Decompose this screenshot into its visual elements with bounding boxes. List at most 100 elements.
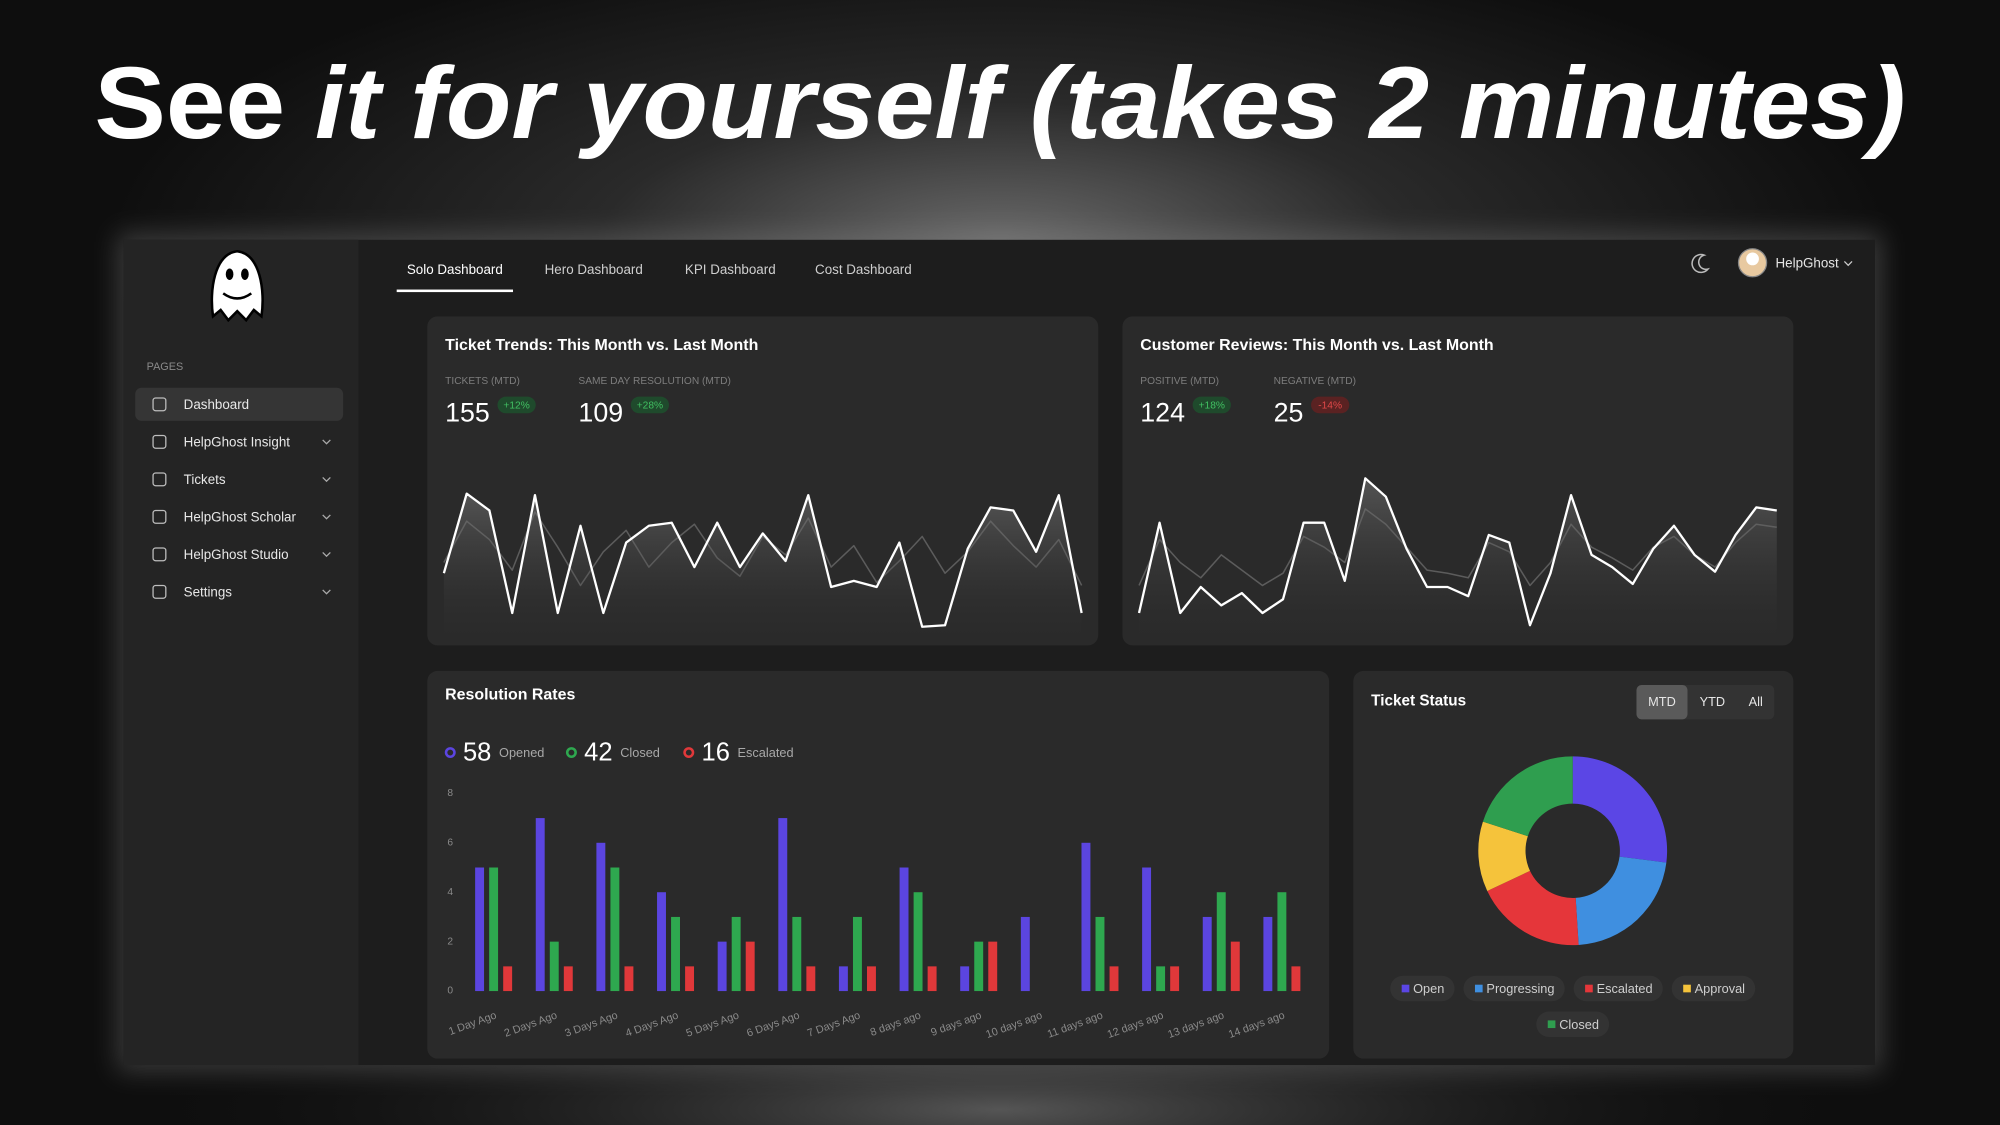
bar — [731, 916, 741, 992]
bar — [1291, 966, 1301, 992]
legend-pill — [1390, 975, 1455, 1002]
tab[interactable]: Hero Dashboard — [545, 262, 643, 277]
legend-marker — [1401, 984, 1410, 993]
filter-button[interactable]: MTD — [1648, 694, 1676, 709]
legend-label: Progressing — [1486, 981, 1554, 996]
bar — [988, 941, 998, 992]
sidebar-icon[interactable] — [152, 584, 167, 599]
tab-underline — [396, 289, 514, 293]
legend-label: Closed — [1559, 1017, 1599, 1032]
sidebar-item[interactable]: Tickets — [184, 472, 226, 487]
logo-eye — [225, 268, 234, 280]
bar — [1020, 916, 1030, 992]
stat-badge — [630, 396, 670, 414]
bar — [792, 916, 802, 992]
user-name[interactable]: HelpGhost — [1776, 256, 1839, 271]
legend-marker — [444, 747, 456, 759]
legend-label: Open — [1413, 981, 1444, 996]
legend-label: Escalated — [1597, 981, 1653, 996]
sidebar-icon[interactable] — [152, 472, 167, 487]
donut-segment — [1572, 756, 1668, 863]
bar — [1277, 892, 1287, 992]
bar — [1156, 966, 1166, 992]
sidebar-item[interactable]: HelpGhost Scholar — [184, 510, 297, 525]
legend-pill — [1671, 975, 1756, 1002]
stat-value: 25 — [1274, 398, 1304, 428]
y-tick-label: 2 — [447, 936, 453, 947]
bar — [1095, 916, 1105, 992]
stat-value: 155 — [445, 398, 490, 428]
logo-eye — [241, 268, 249, 280]
stat-label: POSITIVE (MTD) — [1140, 376, 1219, 387]
card-title: Customer Reviews: This Month vs. Last Mo… — [1140, 337, 1493, 354]
filter-button[interactable]: YTD — [1700, 694, 1726, 709]
legend-marker — [683, 747, 695, 759]
headline: See it for yourself (takes 2 minutes) — [94, 46, 1905, 160]
stat-badge — [1192, 396, 1231, 414]
sidebar-item-active[interactable] — [135, 387, 344, 421]
filter-active[interactable] — [1636, 684, 1688, 720]
sidebar-item[interactable]: HelpGhost Studio — [184, 547, 289, 562]
bar — [563, 966, 573, 992]
tab[interactable]: Cost Dashboard — [815, 262, 912, 277]
card — [427, 670, 1330, 1059]
bar — [974, 941, 984, 992]
legend-total: 16 — [702, 739, 730, 767]
sidebar-icon[interactable] — [152, 509, 167, 524]
tab[interactable]: KPI Dashboard — [685, 262, 776, 277]
bar — [596, 842, 606, 992]
sidebar-item[interactable]: Dashboard — [184, 397, 249, 412]
bar — [685, 966, 695, 992]
card-title: Ticket Trends: This Month vs. Last Month — [445, 337, 758, 354]
stat-change: +28% — [637, 400, 663, 411]
bar — [503, 966, 513, 992]
sidebar-section: PAGES — [147, 361, 184, 373]
legend-label: Closed — [620, 745, 660, 760]
stat-change: +18% — [1199, 400, 1225, 411]
bar — [899, 867, 909, 992]
logo — [210, 249, 264, 323]
legend-marker — [1547, 1020, 1556, 1029]
sidebar-chevron[interactable] — [322, 589, 331, 595]
bar — [657, 892, 666, 992]
stat-badge — [1311, 396, 1350, 414]
stat-change: +12% — [503, 400, 529, 411]
sidebar-item[interactable]: Settings — [184, 585, 233, 600]
sidebar — [123, 239, 359, 1066]
user-chevron[interactable] — [1843, 261, 1853, 267]
sidebar-chevron[interactable] — [322, 551, 331, 558]
bar — [838, 966, 848, 992]
tab[interactable]: Solo Dashboard — [407, 262, 503, 277]
bar — [913, 892, 923, 992]
sparkline-area — [443, 493, 1082, 636]
stat-label: SAME DAY RESOLUTION (MTD) — [578, 376, 730, 387]
logo-ghost — [210, 249, 264, 323]
legend-pill — [1463, 975, 1565, 1002]
bar — [960, 966, 970, 992]
card-title: Ticket Status — [1371, 693, 1466, 710]
bar — [717, 941, 727, 992]
sidebar-chevron[interactable] — [322, 514, 331, 520]
legend-label: Escalated — [738, 745, 794, 760]
bar — [610, 867, 620, 992]
sparkline-area — [1139, 478, 1777, 636]
bar — [671, 916, 680, 992]
donut-segment — [1575, 856, 1667, 945]
headline-italic: it for yourself (takes 2 minutes) — [315, 46, 1906, 160]
theme-toggle[interactable] — [1691, 253, 1711, 274]
sidebar-item[interactable]: HelpGhost Insight — [184, 435, 291, 450]
card — [1122, 316, 1794, 646]
sidebar-icon[interactable] — [152, 434, 167, 449]
bar — [852, 916, 862, 992]
bar — [927, 966, 937, 992]
legend-pill — [1573, 975, 1663, 1002]
sidebar-icon[interactable] — [152, 547, 167, 562]
sidebar-chevron[interactable] — [322, 439, 331, 445]
sidebar-chevron[interactable] — [322, 476, 331, 483]
sidebar-icon[interactable] — [152, 397, 167, 412]
bar — [1142, 867, 1152, 992]
bar — [535, 818, 545, 992]
legend-total: 58 — [463, 739, 491, 767]
filter-button[interactable]: All — [1749, 694, 1763, 709]
